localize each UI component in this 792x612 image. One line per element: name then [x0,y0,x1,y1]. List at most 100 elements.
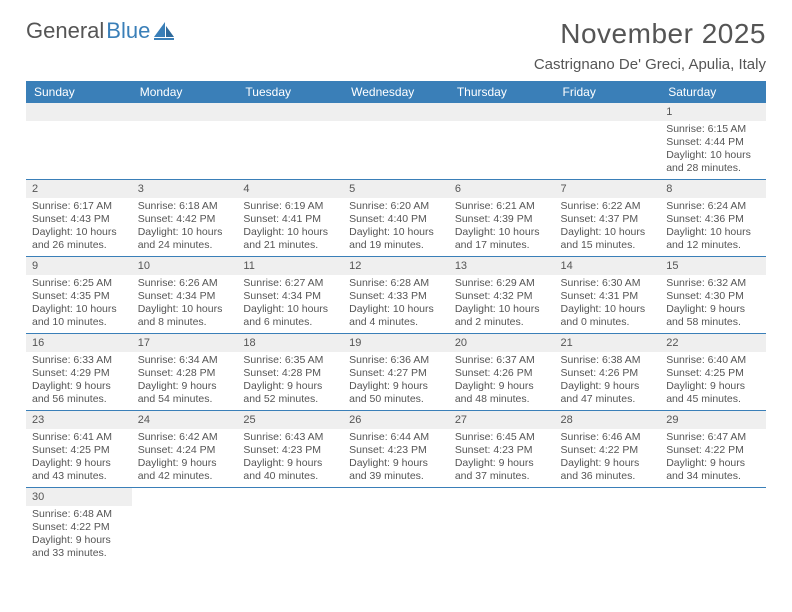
calendar-cell-blank [237,103,343,180]
day-body: Sunrise: 6:41 AMSunset: 4:25 PMDaylight:… [26,429,132,487]
calendar-body: 1Sunrise: 6:15 AMSunset: 4:44 PMDaylight… [26,103,766,564]
day-body: Sunrise: 6:27 AMSunset: 4:34 PMDaylight:… [237,275,343,333]
calendar-cell-blank [555,488,661,565]
day-body: Sunrise: 6:33 AMSunset: 4:29 PMDaylight:… [26,352,132,410]
day-number: 29 [660,411,766,429]
calendar-cell: 30Sunrise: 6:48 AMSunset: 4:22 PMDayligh… [26,488,132,565]
day-number: 10 [132,257,238,275]
day-header: Thursday [449,81,555,103]
day-number [449,103,555,121]
calendar-cell-blank [449,488,555,565]
calendar-cell: 8Sunrise: 6:24 AMSunset: 4:36 PMDaylight… [660,180,766,257]
day-number: 25 [237,411,343,429]
day-body: Sunrise: 6:48 AMSunset: 4:22 PMDaylight:… [26,506,132,564]
calendar-cell: 16Sunrise: 6:33 AMSunset: 4:29 PMDayligh… [26,334,132,411]
day-header: Friday [555,81,661,103]
day-header: Wednesday [343,81,449,103]
day-number: 9 [26,257,132,275]
calendar-cell: 26Sunrise: 6:44 AMSunset: 4:23 PMDayligh… [343,411,449,488]
calendar-cell: 24Sunrise: 6:42 AMSunset: 4:24 PMDayligh… [132,411,238,488]
calendar-cell: 21Sunrise: 6:38 AMSunset: 4:26 PMDayligh… [555,334,661,411]
day-body: Sunrise: 6:30 AMSunset: 4:31 PMDaylight:… [555,275,661,333]
calendar-cell: 17Sunrise: 6:34 AMSunset: 4:28 PMDayligh… [132,334,238,411]
day-number: 11 [237,257,343,275]
calendar-cell: 28Sunrise: 6:46 AMSunset: 4:22 PMDayligh… [555,411,661,488]
calendar-cell-blank [26,103,132,180]
day-body: Sunrise: 6:45 AMSunset: 4:23 PMDaylight:… [449,429,555,487]
day-body: Sunrise: 6:22 AMSunset: 4:37 PMDaylight:… [555,198,661,256]
calendar-cell: 12Sunrise: 6:28 AMSunset: 4:33 PMDayligh… [343,257,449,334]
calendar-cell-blank [660,488,766,565]
calendar-cell: 18Sunrise: 6:35 AMSunset: 4:28 PMDayligh… [237,334,343,411]
calendar-cell-blank [343,103,449,180]
calendar-cell: 7Sunrise: 6:22 AMSunset: 4:37 PMDaylight… [555,180,661,257]
day-number: 16 [26,334,132,352]
title-block: November 2025 Castrignano De' Greci, Apu… [534,18,766,73]
day-number: 20 [449,334,555,352]
calendar-cell-blank [343,488,449,565]
day-body: Sunrise: 6:34 AMSunset: 4:28 PMDaylight:… [132,352,238,410]
day-number: 26 [343,411,449,429]
calendar-cell: 29Sunrise: 6:47 AMSunset: 4:22 PMDayligh… [660,411,766,488]
day-header: Tuesday [237,81,343,103]
calendar-cell: 25Sunrise: 6:43 AMSunset: 4:23 PMDayligh… [237,411,343,488]
day-header: Monday [132,81,238,103]
day-number: 15 [660,257,766,275]
day-body: Sunrise: 6:46 AMSunset: 4:22 PMDaylight:… [555,429,661,487]
calendar-table: SundayMondayTuesdayWednesdayThursdayFrid… [26,81,766,564]
calendar-cell: 4Sunrise: 6:19 AMSunset: 4:41 PMDaylight… [237,180,343,257]
day-body: Sunrise: 6:40 AMSunset: 4:25 PMDaylight:… [660,352,766,410]
day-number: 8 [660,180,766,198]
day-number: 3 [132,180,238,198]
day-header: Sunday [26,81,132,103]
day-body: Sunrise: 6:17 AMSunset: 4:43 PMDaylight:… [26,198,132,256]
calendar-cell-blank [449,103,555,180]
calendar-cell-blank [132,103,238,180]
day-number: 21 [555,334,661,352]
month-title: November 2025 [534,18,766,50]
day-number: 24 [132,411,238,429]
day-number [132,103,238,121]
calendar-cell: 1Sunrise: 6:15 AMSunset: 4:44 PMDaylight… [660,103,766,180]
day-body: Sunrise: 6:44 AMSunset: 4:23 PMDaylight:… [343,429,449,487]
day-body: Sunrise: 6:37 AMSunset: 4:26 PMDaylight:… [449,352,555,410]
calendar-cell: 23Sunrise: 6:41 AMSunset: 4:25 PMDayligh… [26,411,132,488]
day-number [26,103,132,121]
day-body: Sunrise: 6:25 AMSunset: 4:35 PMDaylight:… [26,275,132,333]
header: GeneralBlue November 2025 Castrignano De… [26,18,766,73]
day-number [343,103,449,121]
calendar-cell-blank [237,488,343,565]
day-number: 23 [26,411,132,429]
calendar-header-row: SundayMondayTuesdayWednesdayThursdayFrid… [26,81,766,103]
calendar-cell: 20Sunrise: 6:37 AMSunset: 4:26 PMDayligh… [449,334,555,411]
day-number: 4 [237,180,343,198]
day-body: Sunrise: 6:19 AMSunset: 4:41 PMDaylight:… [237,198,343,256]
day-body: Sunrise: 6:43 AMSunset: 4:23 PMDaylight:… [237,429,343,487]
calendar-cell: 3Sunrise: 6:18 AMSunset: 4:42 PMDaylight… [132,180,238,257]
day-number: 19 [343,334,449,352]
day-body: Sunrise: 6:24 AMSunset: 4:36 PMDaylight:… [660,198,766,256]
logo-text-2: Blue [106,18,150,44]
day-number: 30 [26,488,132,506]
day-number: 17 [132,334,238,352]
day-body: Sunrise: 6:26 AMSunset: 4:34 PMDaylight:… [132,275,238,333]
calendar-cell: 19Sunrise: 6:36 AMSunset: 4:27 PMDayligh… [343,334,449,411]
day-number [237,103,343,121]
calendar-cell: 11Sunrise: 6:27 AMSunset: 4:34 PMDayligh… [237,257,343,334]
calendar-cell: 22Sunrise: 6:40 AMSunset: 4:25 PMDayligh… [660,334,766,411]
day-body: Sunrise: 6:32 AMSunset: 4:30 PMDaylight:… [660,275,766,333]
day-body: Sunrise: 6:38 AMSunset: 4:26 PMDaylight:… [555,352,661,410]
location: Castrignano De' Greci, Apulia, Italy [534,56,766,73]
day-number: 28 [555,411,661,429]
calendar-cell: 14Sunrise: 6:30 AMSunset: 4:31 PMDayligh… [555,257,661,334]
day-body: Sunrise: 6:47 AMSunset: 4:22 PMDaylight:… [660,429,766,487]
day-number: 13 [449,257,555,275]
calendar-cell-blank [555,103,661,180]
logo-sail-icon [154,22,176,40]
day-body: Sunrise: 6:29 AMSunset: 4:32 PMDaylight:… [449,275,555,333]
day-body: Sunrise: 6:21 AMSunset: 4:39 PMDaylight:… [449,198,555,256]
logo-text-1: General [26,18,104,44]
day-number: 14 [555,257,661,275]
day-number: 18 [237,334,343,352]
day-number: 12 [343,257,449,275]
